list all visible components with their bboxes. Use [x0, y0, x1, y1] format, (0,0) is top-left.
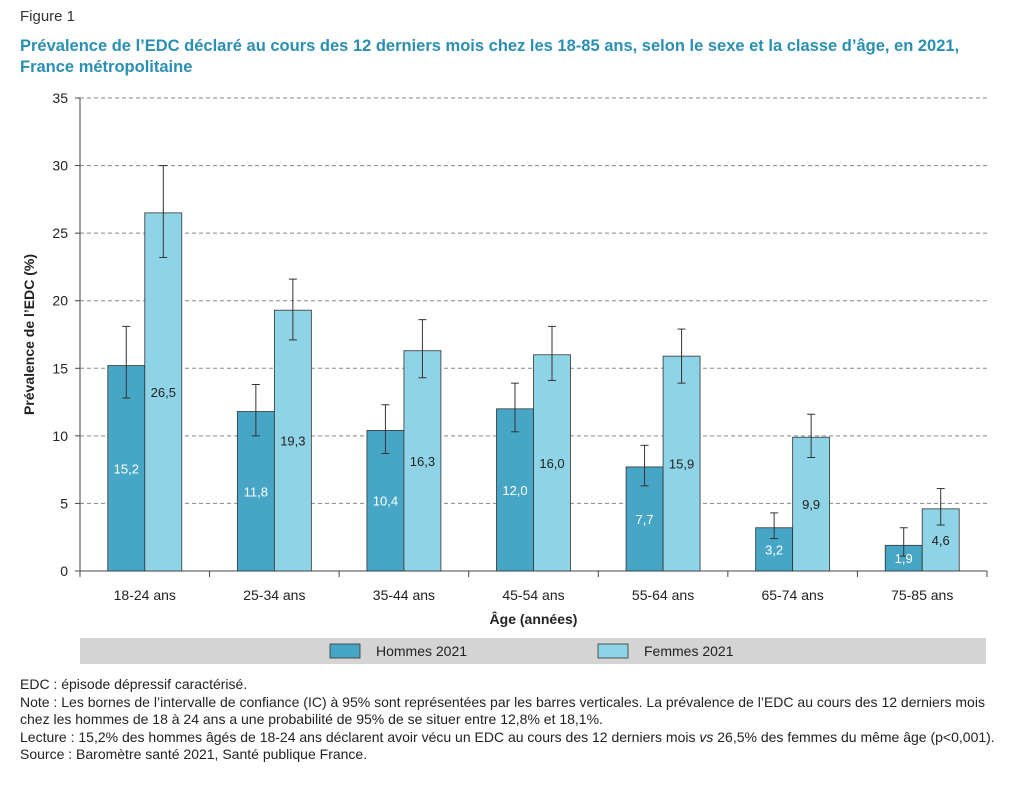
data-label-hommes: 7,7	[636, 512, 654, 527]
bar-femmes	[403, 350, 442, 572]
x-tick-label: 55-64 ans	[632, 587, 694, 603]
figure-label: Figure 1	[20, 8, 76, 25]
bar-femmes	[273, 309, 312, 572]
note-source: Source : Baromètre santé 2021, Santé pub…	[20, 746, 368, 762]
y-axis-title: Prévalence de l’EDC (%)	[21, 254, 37, 415]
y-tick-label: 35	[52, 90, 68, 106]
bar-hommes	[107, 365, 146, 572]
x-tick-label: 25-34 ans	[243, 587, 305, 603]
y-tick-label: 10	[52, 428, 68, 444]
legend-swatch-femmes	[597, 643, 629, 659]
data-label-femmes: 16,3	[410, 454, 435, 469]
data-label-femmes: 4,6	[932, 533, 950, 548]
data-label-femmes: 19,3	[280, 434, 305, 449]
note-abbreviation: EDC : épisode dépressif caractérisé.	[20, 676, 248, 692]
x-tick-label: 65-74 ans	[762, 587, 824, 603]
data-label-hommes: 10,4	[373, 494, 398, 509]
bar-hommes	[496, 408, 534, 572]
data-label-hommes: 12,0	[502, 483, 527, 498]
y-tick-label: 0	[60, 563, 68, 579]
bar-hommes	[236, 411, 275, 572]
note-lecture-part1: Lecture : 15,2% des hommes âgés de 18-24…	[20, 728, 700, 745]
bar-femmes	[792, 436, 831, 572]
bar-femmes	[533, 354, 571, 572]
bar-chart: 0 5 10 15 20 25 30 35 15,2 26,5 18-24 ans 11,8 19,3 2…	[21, 90, 988, 664]
legend-label-femmes: Femmes 2021	[644, 643, 734, 659]
bar-femmes	[662, 355, 701, 572]
data-label-femmes: 16,0	[539, 456, 564, 471]
legend-background	[80, 638, 986, 664]
data-label-hommes: 15,2	[114, 461, 139, 476]
legend-label-hommes: Hommes 2021	[376, 643, 467, 659]
x-tick-label: 35-44 ans	[373, 587, 435, 603]
y-tick-label: 25	[52, 225, 68, 241]
legend-swatch-hommes	[329, 643, 361, 659]
data-label-femmes: 15,9	[669, 457, 694, 472]
data-label-hommes: 1,9	[895, 551, 913, 566]
y-tick-label: 30	[52, 158, 68, 174]
x-axis-title: Âge (années)	[490, 610, 578, 627]
chart-title: Prévalence de l’EDC déclaré au cours des…	[20, 37, 960, 76]
y-tick-label: 5	[60, 495, 68, 511]
x-tick-label: 45-54 ans	[502, 587, 564, 603]
note-lecture-part2: 26,5% des femmes du même âge (p<0,001).	[713, 728, 995, 745]
data-label-femmes: 9,9	[802, 497, 820, 512]
notes-block: EDC : épisode dépressif caractérisé. Not…	[20, 676, 1010, 764]
data-label-hommes: 3,2	[765, 542, 783, 557]
note-lecture-vs: vs	[699, 728, 714, 745]
data-label-femmes: 26,5	[151, 385, 176, 400]
data-label-hommes: 11,8	[244, 484, 268, 499]
x-tick-label: 75-85 ans	[891, 587, 953, 603]
y-tick-label: 20	[52, 293, 68, 309]
note-ci: Note : Les bornes de l’intervalle de con…	[20, 693, 985, 728]
note-lecture: Lecture : 15,2% des hommes âgés de 18-24…	[20, 729, 1010, 747]
y-tick-label: 15	[52, 360, 68, 376]
bar-femmes	[144, 212, 183, 572]
x-tick-label: 18-24 ans	[114, 587, 176, 603]
